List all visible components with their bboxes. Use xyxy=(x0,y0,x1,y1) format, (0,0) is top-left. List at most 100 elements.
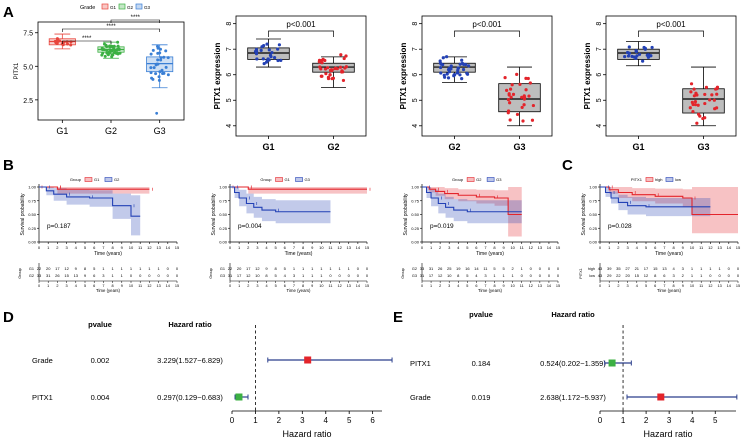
legend: Group G2 G3 xyxy=(452,177,502,182)
risk-count: 5 xyxy=(502,266,505,271)
box-G3 xyxy=(498,83,541,113)
data-point xyxy=(531,103,535,108)
data-point xyxy=(149,71,153,75)
data-point xyxy=(166,73,170,77)
legend-swatch xyxy=(101,3,109,10)
risk-count: 8 xyxy=(457,273,460,278)
data-point xyxy=(443,75,447,79)
data-point xyxy=(713,107,717,111)
data-point xyxy=(156,51,160,55)
column-header-pvalue: pvalue xyxy=(469,310,493,319)
risk-tick-label: 1 xyxy=(238,284,240,288)
hr-point-PITX1 xyxy=(235,393,243,401)
y-axis-title: Survival probability xyxy=(581,193,587,235)
x-tick-label: 2 xyxy=(277,416,282,425)
row-pvalue: 0.004 xyxy=(91,393,110,402)
data-point xyxy=(158,47,162,51)
data-point xyxy=(100,48,104,52)
data-point xyxy=(261,57,265,61)
data-point xyxy=(455,71,460,75)
risk-tick-label: 7 xyxy=(102,284,104,288)
risk-xlabel: Time (years) xyxy=(657,288,682,293)
data-point xyxy=(715,87,719,91)
data-point xyxy=(105,48,109,52)
risk-tick-label: 1 xyxy=(608,284,610,288)
risk-count: 0 xyxy=(139,273,142,278)
legend: Group G1 G2 xyxy=(70,177,120,182)
km-plot-b3: 0.000.250.500.751.000 1 2 3 4 5 6 7 8 9 10 11 12 13 14… xyxy=(401,177,561,293)
x-tick-label: 9 xyxy=(311,245,314,250)
data-point xyxy=(458,73,462,77)
data-point xyxy=(625,50,630,55)
x-tick-label: 14 xyxy=(166,245,171,250)
x-tick-label: 2 xyxy=(644,416,649,425)
x-tick-label: 3 xyxy=(448,245,451,250)
data-point xyxy=(158,70,162,74)
data-point xyxy=(689,82,694,86)
risk-count: 0 xyxy=(709,273,712,278)
risk-count: 12 xyxy=(246,273,251,278)
y-tick-label: 1.00 xyxy=(219,185,228,190)
x-tick-label: 1 xyxy=(430,245,433,250)
y-tick-label: 1.00 xyxy=(28,185,37,190)
x-tick-label: 2 xyxy=(439,245,442,250)
y-tick-label: 0.25 xyxy=(219,226,228,231)
risk-count: 31 xyxy=(46,273,51,278)
data-point xyxy=(695,121,699,125)
data-point xyxy=(344,54,348,58)
pvalue-label: p=0.004 xyxy=(238,223,262,230)
data-point xyxy=(160,68,164,72)
risk-count: 0 xyxy=(548,266,551,271)
x-tick-label: 3 xyxy=(667,416,672,425)
data-point xyxy=(524,88,528,92)
risk-tick-label: 2 xyxy=(617,284,619,288)
legend-swatch xyxy=(104,177,113,182)
risk-count: 0 xyxy=(148,273,151,278)
risk-tick-label: 7 xyxy=(484,284,486,288)
risk-count: 1 xyxy=(348,266,351,271)
data-point xyxy=(696,103,700,107)
data-point xyxy=(510,83,514,87)
data-point xyxy=(439,65,443,70)
row-name: Grade xyxy=(32,356,53,365)
x-tick-label: 0 xyxy=(230,416,235,425)
x-tick-label: 12 xyxy=(708,245,713,250)
y-axis-title: Survival probability xyxy=(403,193,409,235)
x-tick-label: 5 xyxy=(713,416,718,425)
risk-count: 15 xyxy=(64,273,69,278)
risk-tick-label: 3 xyxy=(627,284,629,288)
data-point xyxy=(324,72,328,76)
risk-count: 21 xyxy=(635,266,640,271)
risk-count: 3 xyxy=(682,266,685,271)
risk-tick-label: 12 xyxy=(708,284,712,288)
km-plot-b2: 0.000.250.500.751.000 1 2 3 4 5 6 7 8 9 10 11 12 13 14… xyxy=(209,177,371,293)
data-point xyxy=(154,72,158,76)
risk-count: 0 xyxy=(718,273,721,278)
pvalue-label: p=0.019 xyxy=(430,223,454,230)
risk-count: 31 xyxy=(420,273,425,278)
risk-tick-label: 12 xyxy=(147,284,151,288)
legend-label: G1 xyxy=(285,177,291,182)
data-point xyxy=(520,105,524,110)
risk-count: 4 xyxy=(672,266,675,271)
significance-label: **** xyxy=(82,36,92,42)
data-point xyxy=(323,58,327,63)
legend-swatch xyxy=(466,177,475,182)
ci-band-G2 xyxy=(39,187,141,236)
risk-count: 0 xyxy=(130,273,133,278)
data-point xyxy=(692,94,696,98)
risk-count: 12 xyxy=(255,266,260,271)
legend: Group G1 G3 xyxy=(260,177,310,182)
x-tick-label: 4 xyxy=(75,245,78,250)
legend-swatch xyxy=(295,177,303,182)
risk-tick-label: 5 xyxy=(84,284,86,288)
legend-label: G3 xyxy=(144,5,151,10)
risk-count: 2 xyxy=(512,266,515,271)
pvalue-label: p<0.001 xyxy=(656,20,686,29)
risk-count: 9 xyxy=(84,273,87,278)
risk-tick-label: 1 xyxy=(430,284,432,288)
x-tick-label: 5 xyxy=(84,245,87,250)
x-tick-label: 4 xyxy=(324,416,329,425)
